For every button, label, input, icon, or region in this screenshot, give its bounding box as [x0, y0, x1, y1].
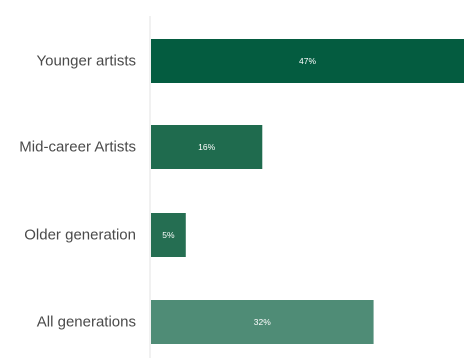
bar-older-generation: [151, 213, 186, 257]
category-label-all-generations: All generations: [37, 314, 136, 331]
bar-value-label-older-generation: 5%: [162, 230, 175, 240]
bar-mid-career-artists: [151, 125, 263, 169]
bar-value-label-all-generations: 32%: [254, 317, 271, 327]
bar-all-generations: [151, 300, 374, 344]
category-label-older-generation: Older generation: [24, 227, 136, 244]
bars-layer: 47% Younger artists 16% Mid-career Artists 5…: [19, 39, 464, 344]
category-label-mid-career-artists: Mid-career Artists: [19, 139, 136, 156]
bar-younger-artists: [151, 39, 464, 83]
bar-value-label-younger-artists: 47%: [299, 56, 316, 66]
category-label-younger-artists: Younger artists: [36, 53, 136, 70]
bar-value-label-mid-career-artists: 16%: [198, 142, 215, 152]
